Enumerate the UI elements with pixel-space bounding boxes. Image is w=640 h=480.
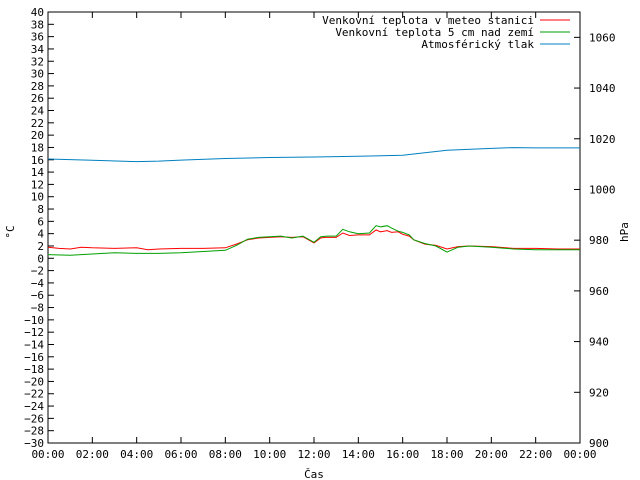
y-tick-label: 34: [31, 43, 45, 56]
legend: Venkovní teplota v meteo staniciVenkovní…: [322, 14, 570, 51]
y2-tick-label: 940: [589, 336, 609, 349]
y-tick-label: 32: [31, 55, 44, 68]
y-tick-label: 14: [31, 166, 45, 179]
y2-tick-label: 920: [589, 386, 609, 399]
x-tick-label: 08:00: [209, 448, 242, 461]
series-line-3: [47, 147, 580, 163]
y-tick-label: 22: [31, 117, 44, 130]
y-tick-label: 24: [31, 105, 45, 118]
y-tick-label: −18: [24, 363, 44, 376]
legend-label-1: Venkovní teplota v meteo stanici: [322, 14, 534, 27]
x-tick-label: 22:00: [519, 448, 552, 461]
y-tick-label: −6: [31, 289, 44, 302]
y-tick-label: −14: [24, 338, 44, 351]
y-tick-label: −10: [24, 314, 44, 327]
y-tick-label: −30: [24, 437, 44, 450]
y2-tick-label: 900: [589, 437, 609, 450]
y-tick-label: 0: [37, 252, 44, 265]
ticks-layer: −30−28−26−24−22−20−18−16−14−12−10−8−6−4−…: [24, 6, 615, 461]
y-axis-label: °C: [4, 225, 17, 238]
y-tick-label: 38: [31, 18, 44, 31]
y-tick-label: 36: [31, 31, 44, 44]
y-tick-label: 18: [31, 141, 44, 154]
y-tick-label: 40: [31, 6, 44, 19]
x-tick-label: 10:00: [253, 448, 286, 461]
y-tick-label: 30: [31, 68, 44, 81]
y-tick-label: 2: [37, 240, 44, 253]
y-tick-label: 10: [31, 191, 44, 204]
y2-tick-label: 1020: [589, 133, 616, 146]
y2-tick-label: 980: [589, 234, 609, 247]
y-tick-label: 12: [31, 178, 44, 191]
x-tick-label: 20:00: [475, 448, 508, 461]
x-tick-label: 14:00: [342, 448, 375, 461]
y-tick-label: 4: [37, 228, 44, 241]
x-axis-label: Čas: [304, 468, 324, 480]
y-tick-label: −8: [31, 302, 44, 315]
x-tick-label: 00:00: [31, 448, 64, 461]
y-tick-label: −2: [31, 265, 44, 278]
plot-frame: [47, 11, 581, 444]
y2-axis-label: hPa: [618, 222, 631, 242]
x-tick-label: 04:00: [120, 448, 153, 461]
y-tick-label: −12: [24, 326, 44, 339]
x-tick-label: 12:00: [297, 448, 330, 461]
x-tick-label: 06:00: [164, 448, 197, 461]
series-line-2: [47, 225, 580, 256]
y-tick-label: −22: [24, 388, 44, 401]
x-tick-label: 00:00: [563, 448, 596, 461]
y-tick-label: 8: [37, 203, 44, 216]
y-tick-label: −20: [24, 375, 44, 388]
y2-tick-label: 1060: [589, 31, 616, 44]
series-line-1: [47, 229, 580, 251]
legend-label-3: Atmosférický tlak: [421, 38, 534, 51]
y-tick-label: 16: [31, 154, 44, 167]
legend-label-2: Venkovní teplota 5 cm nad zemí: [335, 26, 534, 39]
y-tick-label: 28: [31, 80, 44, 93]
y-tick-label: −28: [24, 425, 44, 438]
y-tick-label: −4: [31, 277, 45, 290]
y2-tick-label: 1040: [589, 82, 616, 95]
y-tick-label: 20: [31, 129, 44, 142]
y-tick-label: 26: [31, 92, 44, 105]
x-tick-label: 18:00: [430, 448, 463, 461]
series-layer: [47, 147, 580, 256]
y-tick-label: −16: [24, 351, 44, 364]
y-tick-label: 6: [37, 215, 44, 228]
y2-tick-label: 960: [589, 285, 609, 298]
y2-tick-label: 1000: [589, 183, 616, 196]
y-tick-label: −24: [24, 400, 44, 413]
x-tick-label: 02:00: [76, 448, 109, 461]
x-tick-label: 16:00: [386, 448, 419, 461]
y-tick-label: −26: [24, 412, 44, 425]
